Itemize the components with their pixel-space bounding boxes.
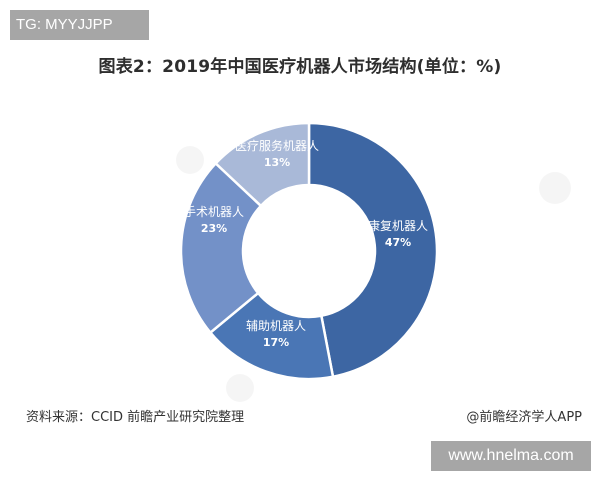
background-watermarks [176, 146, 571, 402]
brand-credit: @前瞻经济学人APP [466, 410, 582, 425]
segment-category-label: 医疗服务机器人 [235, 138, 319, 153]
chart-title: 图表2：2019年中国医疗机器人市场结构(单位：%) [98, 57, 502, 77]
segment-labels: 康复机器人 47% 辅助机器人 17% 手术机器人 23% 医疗服务机器人 13% [184, 138, 428, 349]
donut-segment [213, 121, 311, 208]
donut-segment [307, 121, 439, 379]
tg-watermark-badge: TG: MYYJJPP [10, 10, 149, 40]
segment-percent-label: 23% [201, 222, 227, 235]
donut-segment [179, 161, 263, 335]
segment-category-label: 手术机器人 [184, 205, 244, 219]
segment-percent-label: 13% [264, 156, 290, 169]
segment-category-label: 辅助机器人 [246, 319, 306, 333]
segment-percent-label: 17% [263, 336, 289, 349]
segment-percent-label: 47% [385, 236, 411, 249]
segment-category-label: 康复机器人 [368, 218, 428, 233]
donut-segments [179, 121, 439, 381]
site-url-badge: www.hnelma.com [431, 441, 591, 471]
data-source-note: 资料来源：CCID 前瞻产业研究院整理 [26, 410, 245, 425]
